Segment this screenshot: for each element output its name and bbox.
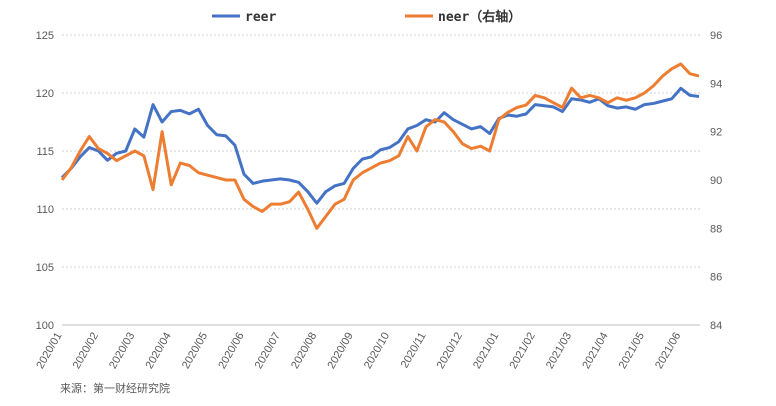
- x-tick-label: 2020/09: [326, 331, 356, 371]
- x-tick-label: 2020/12: [435, 331, 465, 371]
- x-tick-label: 2021/06: [653, 331, 683, 371]
- x-tick-label: 2021/03: [544, 331, 574, 371]
- y-tick-label: 105: [36, 262, 54, 274]
- x-tick-label: 2020/04: [144, 331, 174, 371]
- series-line: [60, 62, 700, 230]
- series-line: [60, 86, 700, 205]
- source-note: 来源：第一财经研究院: [60, 381, 170, 395]
- y2-tick-label: 86: [710, 272, 722, 284]
- x-tick-label: 2020/08: [289, 331, 319, 371]
- y-tick-label: 125: [36, 30, 54, 42]
- x-tick-label: 2020/03: [107, 331, 137, 371]
- y2-tick-label: 84: [710, 320, 722, 332]
- y2-tick-label: 94: [710, 78, 722, 90]
- y-tick-label: 115: [36, 146, 54, 158]
- x-tick-label: 2021/01: [471, 331, 501, 371]
- x-tick-label: 2020/05: [180, 331, 210, 371]
- x-tick-label: 2020/10: [362, 331, 392, 371]
- x-tick-label: 2021/04: [580, 331, 610, 371]
- x-tick-label: 2020/01: [34, 331, 64, 371]
- y-tick-label: 100: [36, 320, 54, 332]
- x-tick-label: 2020/02: [71, 331, 101, 371]
- x-tick-label: 2020/07: [253, 331, 283, 371]
- x-tick-label: 2020/06: [216, 331, 246, 371]
- x-tick-label: 2021/05: [617, 331, 647, 371]
- x-tick-label: 2020/11: [399, 331, 429, 371]
- y2-tick-label: 90: [710, 175, 722, 187]
- x-tick-label: 2021/02: [508, 331, 538, 371]
- y-tick-label: 110: [36, 204, 54, 216]
- y2-tick-label: 96: [710, 30, 722, 42]
- y2-tick-label: 92: [710, 127, 722, 139]
- y-tick-label: 120: [36, 88, 54, 100]
- legend-label: reer: [245, 10, 276, 25]
- legend-label: neer（右轴）: [438, 9, 521, 25]
- y2-tick-label: 88: [710, 223, 722, 235]
